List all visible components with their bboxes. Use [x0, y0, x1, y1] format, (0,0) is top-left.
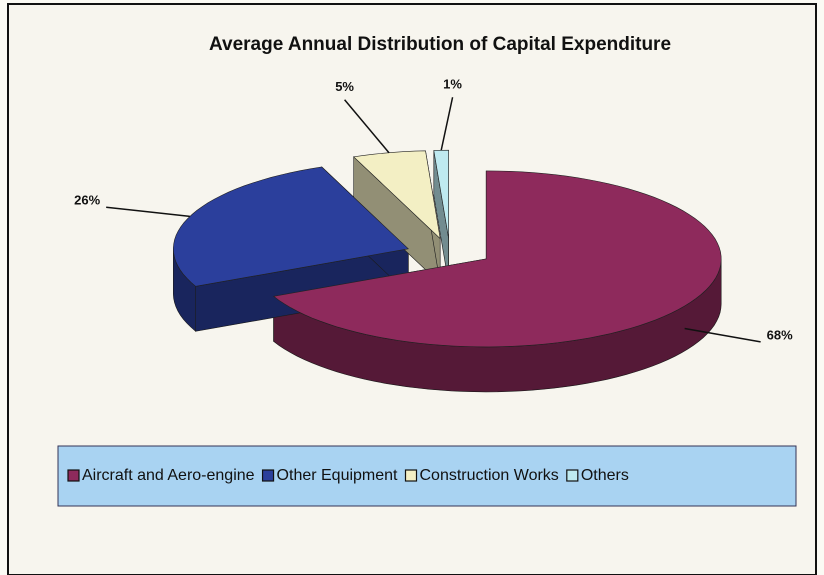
legend: Aircraft and Aero-engine Other Equipment C…: [67, 467, 629, 484]
data-label: 5%: [335, 79, 354, 94]
legend-swatch: [261, 469, 275, 482]
pie-side-shade: [273, 258, 722, 392]
leader-line: [440, 97, 454, 151]
pie-slice: [433, 149, 449, 239]
leader-line: [684, 327, 761, 343]
pie-side-shade: [353, 156, 441, 284]
leader-line: [344, 99, 390, 154]
legend-label: Construction Works: [420, 467, 559, 484]
pie-side-shade: [433, 150, 449, 284]
legend-label: Aircraft and Aero-engine: [82, 467, 255, 484]
legend-label: Others: [581, 467, 629, 484]
legend-label: Other Equipment: [277, 467, 399, 484]
pie: 68% 26% 5% 1%: [74, 77, 793, 393]
legend-swatch: [404, 469, 418, 482]
data-label: 1%: [443, 77, 462, 92]
legend-swatch: [566, 469, 579, 482]
pie-slice: [272, 170, 722, 348]
pie-side-shade: [195, 248, 409, 332]
pie-slice: [172, 166, 409, 287]
data-label: 68%: [767, 327, 793, 342]
legend-swatch: [67, 469, 80, 482]
data-label: 26%: [74, 193, 100, 208]
leader-line: [106, 206, 190, 218]
pie-side-shade: [173, 248, 196, 332]
chart-title: Average Annual Distribution of Capital E…: [209, 34, 671, 55]
pie-slice: [353, 150, 441, 240]
legend-box: [57, 445, 797, 507]
